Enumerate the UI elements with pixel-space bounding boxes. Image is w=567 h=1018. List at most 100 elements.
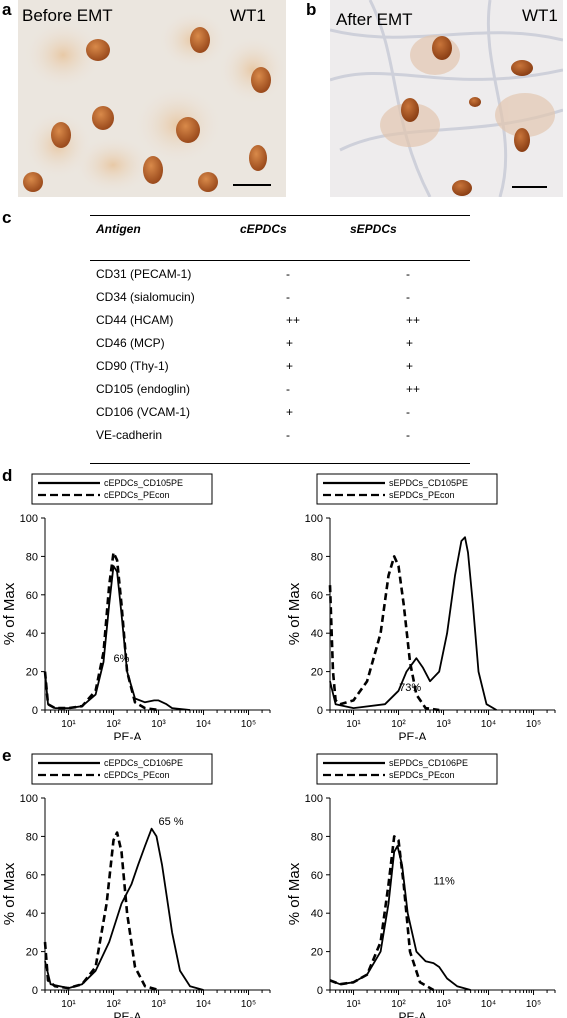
series-line-sEPDCs_PEcon xyxy=(328,555,440,712)
x-tick-label: 10³ xyxy=(436,999,451,1010)
y-tick-label: 40 xyxy=(26,908,38,920)
sepdcs-cell: ++ xyxy=(406,382,421,396)
cepdcs-cell: + xyxy=(286,405,294,419)
legend-label: sEPDCs_PEcon xyxy=(389,490,455,500)
histogram-sepdcs-cd105: sEPDCs_CD105PE sEPDCs_PEcon 0 20 40 60 80 100 10… xyxy=(286,473,556,740)
x-tick-label: 10² xyxy=(106,999,121,1010)
panel-label-b: b xyxy=(306,0,317,19)
table-row: CD31 (PECAM-1) - - xyxy=(90,267,470,289)
x-tick-label: 10¹ xyxy=(346,719,361,730)
table-top-rule xyxy=(90,215,470,216)
series-line-sEPDCs_CD105PE xyxy=(329,536,497,711)
histogram-sepdcs-cd106: sEPDCs_CD106PE sEPDCs_PEcon 0 20 40 60 80 100 10… xyxy=(286,753,556,1018)
panel-a-stain: WT1 xyxy=(230,6,266,25)
y-tick-label: 0 xyxy=(32,705,38,717)
micrograph-b-image xyxy=(330,0,563,197)
table-bottom-rule xyxy=(90,463,470,464)
sepdcs-cell: - xyxy=(406,405,410,419)
y-tick-label: 100 xyxy=(20,513,38,525)
panel-b-stain: WT1 xyxy=(522,6,558,25)
y-tick-label: 0 xyxy=(32,985,38,997)
y-tick-label: 60 xyxy=(311,870,323,882)
y-tick-label: 0 xyxy=(317,705,323,717)
percent-annotation: 11% xyxy=(434,875,455,887)
panel-label-e: e xyxy=(2,746,12,765)
cepdcs-cell: + xyxy=(286,336,294,350)
x-tick-label: 10⁵ xyxy=(526,999,541,1010)
legend-label: cEPDCs_CD105PE xyxy=(104,478,183,488)
table-row: CD106 (VCAM-1) + - xyxy=(90,405,470,427)
y-axis-label: % of Max xyxy=(286,862,303,925)
sepdcs-cell: ++ xyxy=(406,313,421,327)
cepdcs-cell: + xyxy=(286,359,294,373)
x-axis-label: PE-A xyxy=(398,730,426,740)
y-axis-label: % of Max xyxy=(1,862,18,925)
percent-annotation: 6% xyxy=(114,653,130,665)
series-line-cEPDCs_PEcon xyxy=(43,551,159,712)
y-tick-label: 20 xyxy=(26,947,38,959)
y-tick-label: 40 xyxy=(26,628,38,640)
legend-box xyxy=(31,753,213,785)
header-cepdcs: cEPDCs xyxy=(240,222,287,236)
y-tick-label: 80 xyxy=(26,551,38,563)
panel-label-d: d xyxy=(2,466,13,485)
y-tick-label: 100 xyxy=(305,513,323,525)
x-axis-label: PE-A xyxy=(113,730,141,740)
percent-annotation: 65 % xyxy=(159,816,184,828)
panel-a-title: Before EMT xyxy=(22,6,113,25)
y-tick-label: 60 xyxy=(311,590,323,602)
y-tick-label: 60 xyxy=(26,870,38,882)
micrograph-before-emt: Before EMT WT1 xyxy=(18,0,286,197)
header-antigen: Antigen xyxy=(96,222,141,236)
header-sepdcs: sEPDCs xyxy=(350,222,397,236)
y-tick-label: 20 xyxy=(311,667,323,679)
scale-bar-b xyxy=(512,186,547,188)
y-tick-label: 40 xyxy=(311,628,323,640)
panel-label-c: c xyxy=(2,208,12,227)
x-tick-label: 10³ xyxy=(151,999,166,1010)
sepdcs-cell: + xyxy=(406,359,414,373)
x-tick-label: 10⁵ xyxy=(526,719,541,730)
x-tick-label: 10¹ xyxy=(61,719,76,730)
cepdcs-cell: - xyxy=(286,290,290,304)
y-tick-label: 60 xyxy=(26,590,38,602)
scale-bar-a xyxy=(233,184,271,186)
antigen-cell: CD34 (sialomucin) xyxy=(96,290,195,304)
micrograph-after-emt: After EMT WT1 xyxy=(330,0,563,197)
table-row: CD44 (HCAM) ++ ++ xyxy=(90,313,470,335)
antigen-cell: CD31 (PECAM-1) xyxy=(96,267,192,281)
series-line-sEPDCs_CD106PE xyxy=(329,845,471,991)
antigen-cell: CD46 (MCP) xyxy=(96,336,165,350)
x-tick-label: 10⁵ xyxy=(241,999,256,1010)
x-tick-label: 10³ xyxy=(151,719,166,730)
x-tick-label: 10² xyxy=(391,719,406,730)
legend-label: sEPDCs_PEcon xyxy=(389,770,455,780)
antigen-cell: CD106 (VCAM-1) xyxy=(96,405,191,419)
legend: sEPDCs_CD106PE sEPDCs_PEcon xyxy=(316,753,498,785)
cepdcs-cell: - xyxy=(286,267,290,281)
y-tick-label: 100 xyxy=(20,793,38,805)
x-tick-label: 10⁴ xyxy=(196,999,211,1010)
micrograph-a-image xyxy=(18,0,286,197)
legend: cEPDCs_CD106PE cEPDCs_PEcon xyxy=(31,753,213,785)
legend-label: cEPDCs_PEcon xyxy=(104,770,170,780)
percent-annotation: 73% xyxy=(399,682,421,694)
legend: cEPDCs_CD105PE cEPDCs_PEcon xyxy=(31,473,213,505)
table-row: VE-cadherin - - xyxy=(90,428,470,450)
cepdcs-cell: - xyxy=(286,428,290,442)
legend: sEPDCs_CD105PE sEPDCs_PEcon xyxy=(316,473,498,505)
cepdcs-cell: - xyxy=(286,382,290,396)
legend-label: cEPDCs_PEcon xyxy=(104,490,170,500)
series-line-cEPDCs_CD105PE xyxy=(44,565,191,711)
y-tick-label: 80 xyxy=(311,831,323,843)
histogram-cepdcs-cd105: cEPDCs_CD105PE cEPDCs_PEcon 0 20 40 60 80 100 10… xyxy=(1,473,271,740)
series-line-sEPDCs_PEcon xyxy=(329,835,435,992)
legend-box xyxy=(316,473,498,505)
antigen-cell: CD105 (endoglin) xyxy=(96,382,191,396)
table-header-row: Antigen cEPDCs sEPDCs xyxy=(90,222,470,244)
antigen-cell: CD44 (HCAM) xyxy=(96,313,174,327)
x-tick-label: 10¹ xyxy=(61,999,76,1010)
table-row: CD90 (Thy-1) + + xyxy=(90,359,470,381)
table-row: CD34 (sialomucin) - - xyxy=(90,290,470,312)
x-tick-label: 10⁴ xyxy=(481,999,496,1010)
